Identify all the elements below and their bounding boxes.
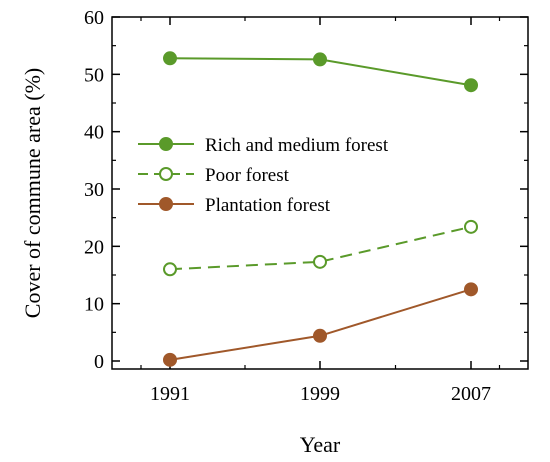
x-axis-ticks: 1991 1999 2007 [140, 17, 501, 405]
y-tick-label: 30 [84, 179, 104, 201]
legend-label: Poor forest [205, 165, 290, 186]
data-point [313, 254, 327, 269]
series-line [169, 225, 472, 271]
series-group [163, 51, 478, 367]
data-point [313, 52, 327, 67]
series-1 [163, 51, 478, 93]
axes [111, 16, 529, 370]
y-tick-label: 10 [84, 294, 104, 316]
y-axis-ticks: 0 10 20 30 40 50 60 [84, 7, 528, 373]
x-axis-label: Year [300, 432, 341, 457]
legend-label: Plantation forest [205, 195, 331, 216]
x-tick-label: 1991 [150, 383, 190, 405]
data-point [163, 51, 177, 66]
y-tick-label: 60 [84, 7, 104, 29]
data-point [464, 78, 478, 93]
plot-frame [111, 16, 529, 370]
y-tick-label: 40 [84, 122, 104, 144]
legend-label: Rich and medium forest [205, 135, 389, 156]
x-tick-label: 1999 [300, 383, 340, 405]
series-3 [163, 282, 478, 367]
data-point [163, 352, 177, 367]
legend-item: Rich and medium forest [138, 135, 389, 156]
data-point [464, 219, 478, 234]
y-tick-label: 0 [94, 351, 104, 373]
data-point [464, 282, 478, 297]
series-line [169, 288, 472, 361]
x-tick-label: 2007 [451, 383, 491, 405]
legend-item: Plantation forest [138, 195, 331, 216]
series-2 [163, 219, 478, 277]
legend-item: Poor forest [138, 165, 290, 186]
y-axis-label: Cover of commune area (%) [20, 68, 45, 318]
legend-swatch-marker [159, 197, 173, 211]
y-tick-label: 50 [84, 64, 104, 86]
legend-swatch-marker [159, 167, 173, 181]
legend-swatch-marker [159, 137, 173, 151]
data-point [163, 262, 177, 277]
y-tick-label: 20 [84, 236, 104, 258]
legend: Rich and medium forest Poor forest Plantat… [138, 135, 389, 216]
data-point [313, 328, 327, 343]
